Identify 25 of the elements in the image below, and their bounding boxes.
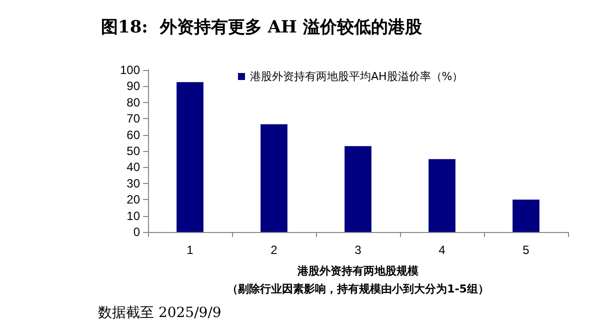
x-tick-label: 4 (438, 243, 446, 257)
x-tick-label: 1 (186, 243, 194, 257)
x-axis-title: 港股外资持有两地股规模（剔除行业因素影响，持有规模由小到大分为1-5组） (227, 264, 489, 296)
y-tick-label: 100 (120, 63, 140, 77)
bar (260, 124, 288, 232)
bar (428, 159, 456, 232)
y-tick-label: 10 (126, 208, 140, 223)
bar (176, 82, 204, 232)
bar (512, 200, 540, 232)
y-tick-label: 80 (126, 95, 140, 110)
bar (344, 146, 372, 232)
y-tick-label: 50 (126, 144, 140, 158)
legend-label: 港股外资持有两地股平均AH股溢价率（%） (250, 70, 464, 83)
x-tick-label: 2 (270, 243, 278, 257)
x-tick-label: 5 (522, 243, 530, 257)
chart-title: 图18: 外资持有更多 AH 溢价较低的港股 (101, 18, 423, 38)
y-tick-label: 60 (126, 128, 140, 142)
y-tick-label: 30 (126, 176, 140, 190)
y-tick-label: 0 (133, 225, 140, 239)
y-tick-label: 90 (126, 79, 140, 94)
y-tick-label: 70 (126, 112, 140, 126)
y-tick-label: 20 (126, 192, 140, 207)
x-tick-label: 3 (354, 243, 362, 257)
y-tick-label: 40 (126, 160, 140, 174)
text: 数据截至 2025/9/9 (98, 305, 222, 321)
